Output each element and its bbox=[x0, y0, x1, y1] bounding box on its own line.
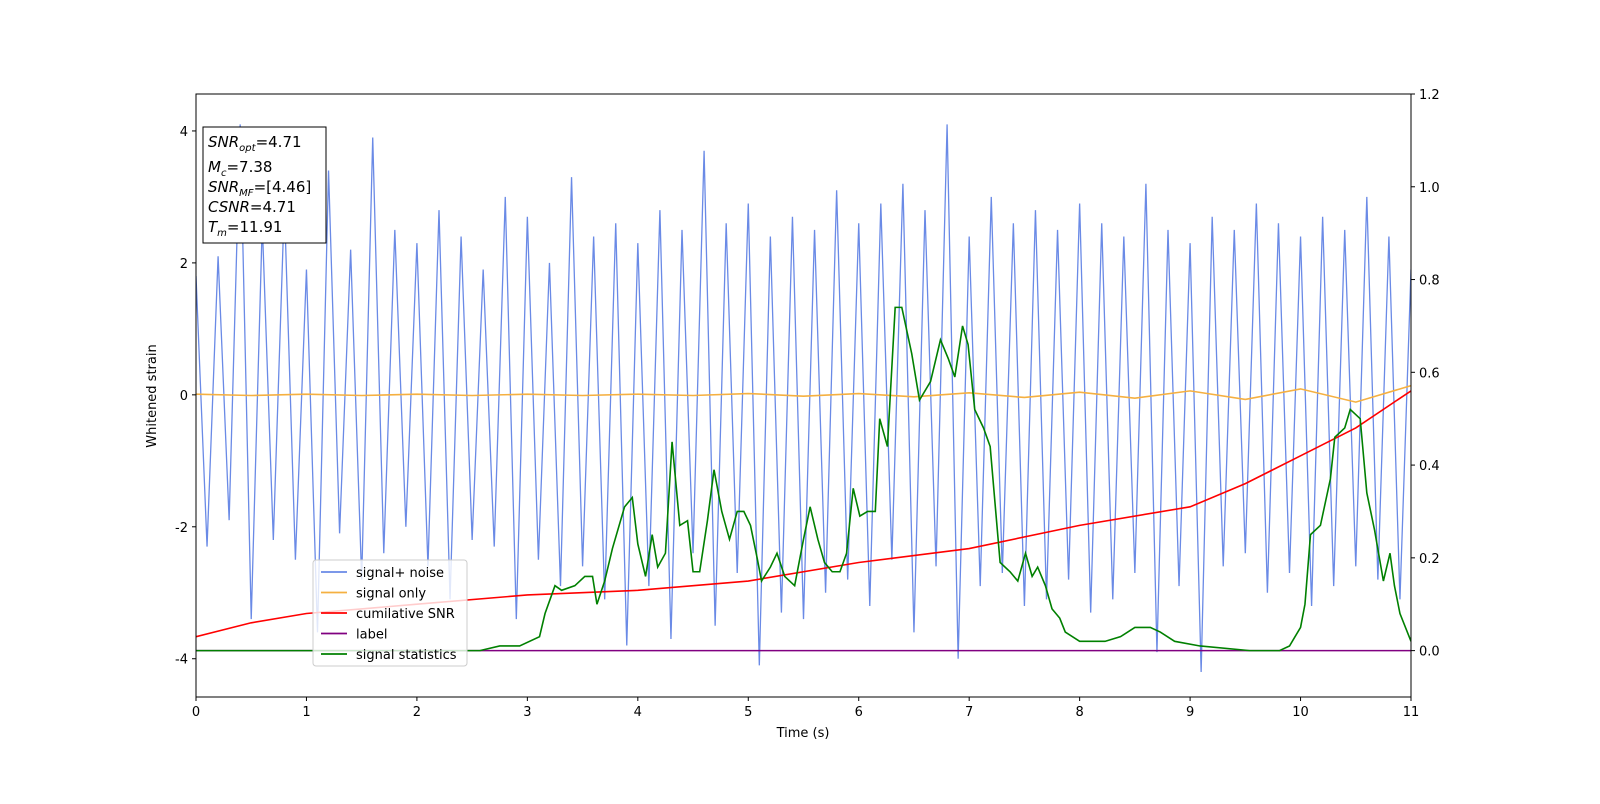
annotation-line: Mc=7.38 bbox=[208, 158, 272, 179]
x-tick-label: 6 bbox=[855, 705, 863, 720]
annotation-rest: =4.71 bbox=[250, 198, 296, 216]
annotation-sub: opt bbox=[239, 143, 256, 154]
annotation-main: SNR bbox=[208, 133, 239, 151]
y-tick-label: 0 bbox=[180, 389, 188, 404]
annotation-main: SNR bbox=[208, 178, 239, 196]
annotation-sub: m bbox=[217, 228, 227, 239]
annotation-line: SNRopt=4.71 bbox=[208, 133, 302, 154]
series-line bbox=[196, 384, 1411, 403]
annotation-rest: =11.91 bbox=[227, 218, 283, 236]
annotation-line: Tm=11.91 bbox=[208, 218, 282, 239]
y2-tick-label: 0.6 bbox=[1419, 366, 1440, 381]
series-line bbox=[196, 306, 1411, 652]
x-tick-label: 5 bbox=[744, 705, 752, 720]
annotation-sub: MF bbox=[239, 188, 254, 199]
annotation-box bbox=[202, 126, 327, 244]
y-tick-label: 2 bbox=[180, 257, 188, 272]
x-tick-label: 4 bbox=[634, 705, 642, 720]
annotation-rest: =[4.46] bbox=[254, 178, 312, 196]
x-tick-label: 9 bbox=[1186, 705, 1194, 720]
legend-label: signal+ noise bbox=[356, 566, 444, 581]
y-tick-label: -2 bbox=[175, 521, 188, 536]
series-line bbox=[196, 124, 1411, 672]
annotation-sub: c bbox=[221, 168, 227, 179]
plot-frame bbox=[195, 93, 1412, 698]
y2-tick-label: 0.2 bbox=[1419, 552, 1440, 567]
y2-tick-label: 0.0 bbox=[1419, 645, 1440, 660]
x-axis-label: Time (s) bbox=[776, 726, 830, 741]
x-tick-label: 11 bbox=[1403, 705, 1420, 720]
y-tick-label: -4 bbox=[175, 653, 188, 668]
annotation-line: CSNR=4.71 bbox=[208, 198, 296, 216]
x-tick-label: 0 bbox=[192, 705, 200, 720]
x-tick-label: 7 bbox=[965, 705, 973, 720]
annotation-main: M bbox=[208, 158, 221, 176]
annotation-rest: =7.38 bbox=[226, 158, 272, 176]
annotation-main: CSNR bbox=[208, 198, 250, 216]
y2-tick-label: 1.0 bbox=[1419, 181, 1440, 196]
y-axis-label: Whitened strain bbox=[145, 344, 160, 447]
y2-tick-label: 0.8 bbox=[1419, 274, 1440, 289]
legend-box bbox=[312, 559, 468, 667]
legend-label: cumilative SNR bbox=[356, 607, 455, 622]
x-tick-label: 3 bbox=[523, 705, 531, 720]
legend-label: signal only bbox=[356, 587, 426, 602]
legend-label: signal statistics bbox=[356, 648, 457, 663]
y2-tick-label: 1.2 bbox=[1419, 88, 1440, 103]
annotation-line: SNRMF=[4.46] bbox=[208, 178, 311, 199]
legend-label: label bbox=[356, 628, 387, 643]
x-tick-label: 8 bbox=[1075, 705, 1083, 720]
y2-tick-label: 0.4 bbox=[1419, 459, 1440, 474]
y-tick-label: 4 bbox=[180, 125, 188, 140]
x-tick-label: 2 bbox=[413, 705, 421, 720]
annotation-rest: =4.71 bbox=[256, 133, 302, 151]
x-tick-label: 1 bbox=[302, 705, 310, 720]
annotation-main: T bbox=[208, 218, 219, 236]
x-tick-label: 10 bbox=[1292, 705, 1309, 720]
